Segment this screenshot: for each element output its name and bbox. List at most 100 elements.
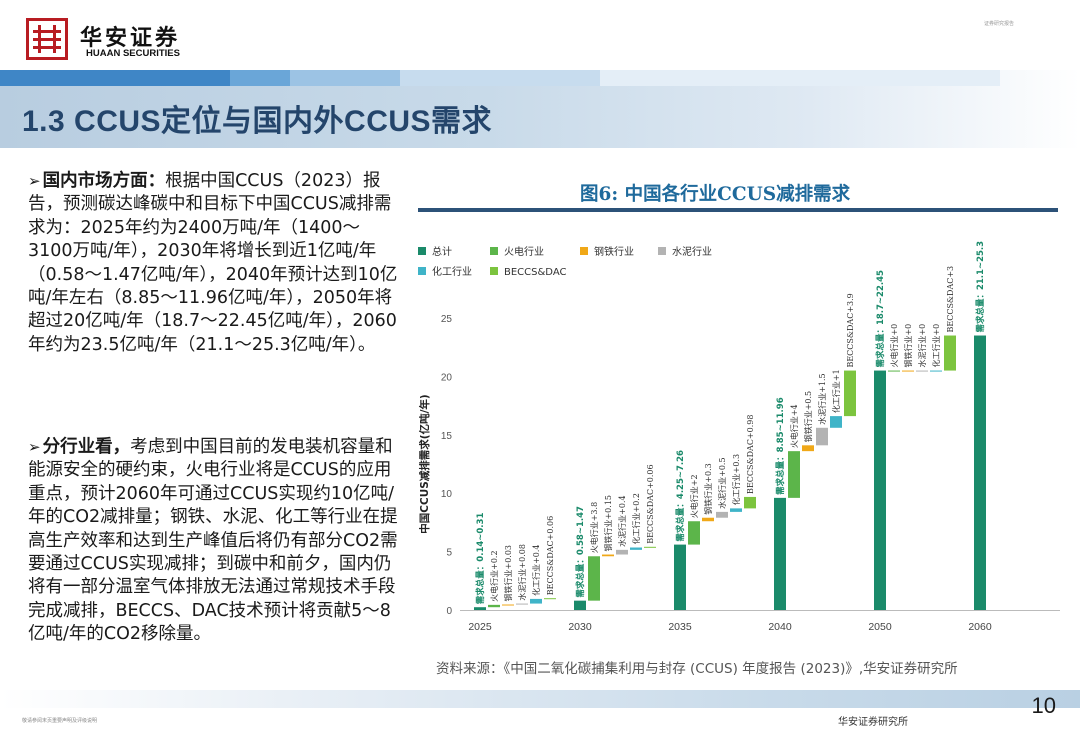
- y-tick-label: 0: [446, 606, 452, 617]
- y-axis-label: 中国CCUS减排需求(亿吨/年): [418, 394, 431, 533]
- legend-label: 钢铁行业: [594, 245, 634, 258]
- chart-bar-beccs: [544, 598, 556, 600]
- chart-data-label-total: 需求总量：0.58~1.47: [575, 506, 586, 598]
- figure-source: 资料来源：《中国二氧化碳捕集利用与封存 (CCUS) 年度报告 (2023)》,…: [436, 661, 958, 677]
- chart-bar-chemical: [630, 547, 642, 550]
- chart-bar-steel: [802, 445, 814, 452]
- bullet-arrow-icon: ➢: [28, 172, 41, 190]
- x-tick-label: 2040: [768, 621, 792, 633]
- chart-bar-chemical: [530, 598, 542, 604]
- y-tick-label: 5: [446, 548, 452, 559]
- x-tick-label: 2035: [668, 621, 692, 633]
- chart-bar-power: [588, 556, 600, 601]
- y-tick-label: 20: [441, 372, 453, 383]
- paragraph-body: 考虑到中国目前的发电装机容量和能源安全的硬约束，火电行业将是CCUS的应用重点，…: [28, 437, 398, 645]
- chart-bar-total: [974, 335, 986, 610]
- chart-bar-beccs: [944, 335, 956, 371]
- chart-bar-total: [674, 544, 686, 610]
- chart-data-label-steel: 钢铁行业+0.5: [803, 391, 813, 442]
- chart-data-label-cement: 水泥行业+0.4: [617, 495, 627, 546]
- chart-data-label-cement: 水泥行业+1.5: [817, 373, 827, 424]
- chart-data-label-steel: 钢铁行业+0.15: [603, 495, 613, 552]
- logo-text-en: HUAAN SECURITIES: [86, 48, 180, 59]
- legend-swatch: [490, 247, 498, 255]
- chart-data-label-cement: 水泥行业+0.5: [717, 457, 727, 508]
- chart-data-label-power: 火电行业+0.2: [489, 550, 499, 601]
- chart-bar-steel: [602, 554, 614, 557]
- chart-bar-cement: [716, 511, 728, 518]
- chart-data-label-cement: 水泥行业+0.08: [517, 544, 527, 601]
- legend-label: 化工行业: [432, 265, 472, 278]
- title-banner: [0, 70, 1080, 148]
- chart-bar-cement: [816, 427, 828, 446]
- chart-data-label-beccs: BECCS&DAC+3.9: [846, 293, 855, 367]
- legend-label: 水泥行业: [672, 245, 712, 258]
- bullet-arrow-icon: ➢: [28, 438, 41, 456]
- chart-data-label-beccs: BECCS&DAC+0.06: [546, 516, 555, 595]
- chart-data-label-beccs: BECCS&DAC+0.98: [746, 415, 755, 494]
- chart-bar-power: [488, 604, 500, 608]
- legend-label: 总计: [432, 245, 452, 258]
- paragraph-body: 根据中国CCUS（2023）报告，预测碳达峰碳中和目标下中国CCUS减排需求为：…: [28, 171, 398, 355]
- figure-title-rule: [418, 208, 1058, 212]
- chart-data-label-chemical: 化工行业+0.4: [531, 544, 541, 595]
- chart-bar-total: [874, 370, 886, 610]
- chart-bar-chemical: [730, 508, 742, 512]
- legend-label: 火电行业: [504, 245, 544, 258]
- chart-data-label-chemical: 化工行业+0.2: [631, 493, 641, 544]
- x-tick-label: 2025: [468, 621, 492, 633]
- chart-bar-chemical: [930, 370, 942, 372]
- y-tick-label: 15: [441, 431, 453, 442]
- y-tick-label: 10: [441, 489, 453, 500]
- y-tick-label: 25: [441, 314, 453, 325]
- chart-data-label-total: 需求总量：0.14~0.31: [475, 513, 486, 605]
- chart-bar-steel: [702, 517, 714, 522]
- chart-data-label-total: 需求总量：21.1~25.3: [975, 241, 986, 333]
- chart-data-label-power: 火电行业+0: [889, 324, 899, 368]
- chart-bar-cement: [916, 370, 928, 372]
- x-tick-label: 2060: [968, 621, 992, 633]
- chart-data-label-total: 需求总量：18.7~22.45: [875, 270, 886, 368]
- paragraph-domestic-market: ➢ 国内市场方面：根据中国CCUS（2023）报告，预测碳达峰碳中和目标下中国CC…: [28, 170, 400, 357]
- page-number: 10: [1031, 693, 1056, 718]
- chart-bar-total: [474, 607, 486, 610]
- chart-data-label-cement: 水泥行业+0: [917, 324, 927, 368]
- footer-org: 华安证券研究所: [838, 717, 908, 728]
- chart-bar-beccs: [844, 370, 856, 417]
- chart-bar-beccs: [744, 496, 756, 509]
- chart-data-label-steel: 钢铁行业+0.03: [503, 545, 513, 602]
- chart-data-label-chemical: 化工行业+1: [831, 369, 841, 413]
- legend-swatch: [580, 247, 588, 255]
- x-tick-label: 2050: [868, 621, 892, 633]
- chart-bar-steel: [502, 604, 514, 606]
- chart-bar-power: [688, 521, 700, 545]
- legend-swatch: [658, 247, 666, 255]
- legend-label: BECCS&DAC: [504, 267, 566, 278]
- chart-bar-total: [774, 497, 786, 610]
- chart-data-label-power: 火电行业+4: [789, 404, 799, 448]
- chart-data-label-total: 需求总量：8.85~11.96: [775, 397, 786, 495]
- legend-swatch: [490, 267, 498, 275]
- chart-bar-cement: [516, 603, 528, 605]
- chart-bar-cement: [616, 549, 628, 555]
- chart-data-label-chemical: 化工行业+0.3: [731, 454, 741, 505]
- chart-bar-total: [574, 600, 586, 610]
- chart-bar-steel: [902, 370, 914, 372]
- chart-bar-beccs: [644, 546, 656, 548]
- chart-data-label-steel: 钢铁行业+0.3: [703, 463, 713, 514]
- page-title: 1.3 CCUS定位与国内外CCUS需求: [22, 105, 493, 138]
- chart-data-label-power: 火电行业+2: [689, 474, 699, 518]
- x-tick-label: 2030: [568, 621, 592, 633]
- chart-data-label-chemical: 化工行业+0: [931, 324, 941, 368]
- paragraph-by-industry: ➢ 分行业看，考虑到中国目前的发电装机容量和能源安全的硬约束，火电行业将是CCUS…: [28, 436, 400, 647]
- chart-bar-chemical: [830, 416, 842, 428]
- report-type-note: 证券研究报告: [983, 21, 1014, 27]
- figure-title: 图6: 中国各行业CCUS减排需求: [580, 184, 851, 205]
- chart-data-label-total: 需求总量：4.25~7.26: [675, 450, 686, 542]
- chart-data-label-beccs: BECCS&DAC+0.06: [646, 464, 655, 543]
- legend-swatch: [418, 247, 426, 255]
- chart-data-label-beccs: BECCS&DAC+3: [946, 266, 955, 333]
- logo-text-cn: 华安证券: [80, 25, 181, 51]
- paragraph-heading: 国内市场方面：: [42, 171, 166, 191]
